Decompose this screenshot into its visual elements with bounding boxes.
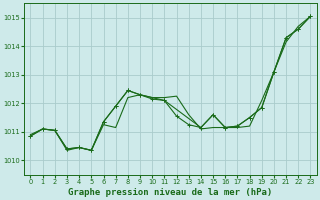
X-axis label: Graphe pression niveau de la mer (hPa): Graphe pression niveau de la mer (hPa) [68,188,273,197]
